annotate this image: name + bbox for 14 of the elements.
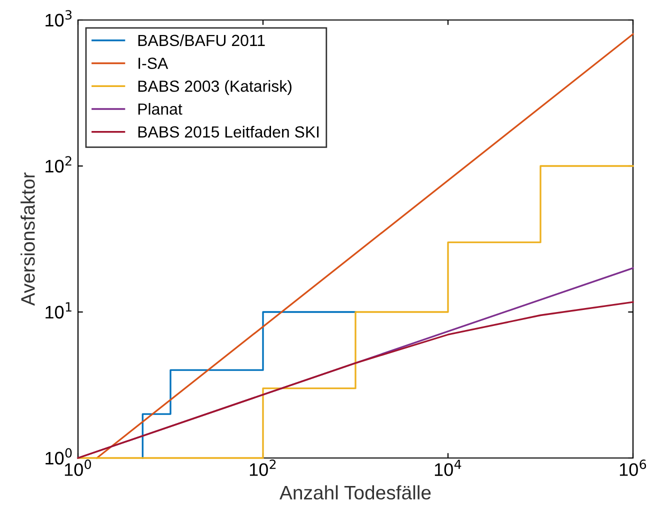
x-axis-title: Anzahl Todesfälle [280,485,431,500]
y-tick-label: 10$^{2}$ [46,156,72,173]
x-tick-label: 10$^{0}$ [64,460,92,476]
legend-label: BABS 2003 (Katarisk) [138,80,292,96]
x-tick-label: 10$^{6}$ [620,460,646,476]
y-axis-title: Aversionsfaktor [20,172,35,306]
legend-label: I-SA [138,58,168,69]
y-tick-label: 10$^{1}$ [46,302,72,319]
legend-label: BABS/BAFU 2011 [138,34,265,46]
x-tick-label: 10$^{4}$ [434,460,462,476]
y-tick-label: 10$^{3}$ [46,10,72,27]
x-tick-label: 10$^{2}$ [250,460,276,476]
legend-label: BABS 2015 Leitfaden SKI [138,126,319,138]
legend-label: Planat [138,103,182,115]
